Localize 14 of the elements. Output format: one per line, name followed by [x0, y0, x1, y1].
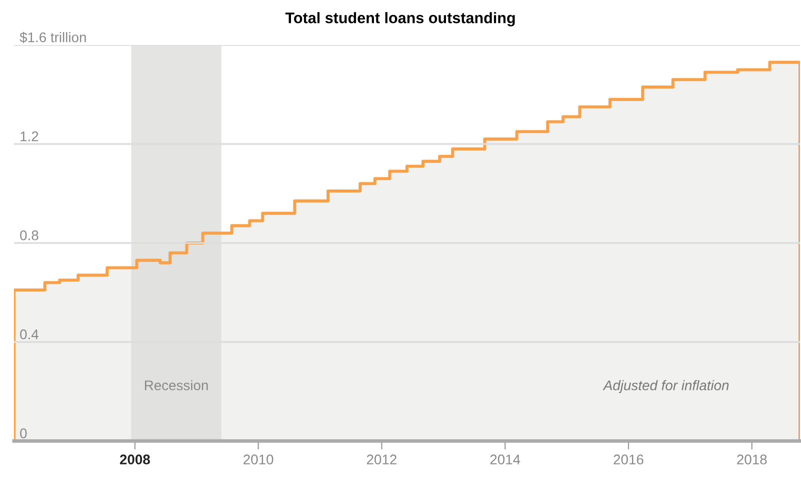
x-tick-label: 2016: [614, 454, 644, 464]
chart-title: Total student loans outstanding: [285, 12, 515, 26]
band-label: Recession: [144, 380, 208, 390]
x-tick-label: 2012: [366, 454, 396, 464]
y-tick-label: 0.4: [20, 329, 38, 340]
x-tick-label: 2014: [490, 454, 520, 464]
y-tick-label: 1.2: [20, 131, 38, 142]
y-tick-label: $1.6 trillion: [20, 32, 86, 44]
x-tick-label: 2008: [120, 454, 150, 464]
y-tick-label: 0.8: [20, 230, 38, 240]
x-tick-label: 2010: [244, 454, 274, 464]
y-tick-label: 0: [20, 428, 27, 438]
x-tick-label: 2018: [737, 454, 767, 464]
annotation: Adjusted for inflation: [602, 380, 729, 394]
